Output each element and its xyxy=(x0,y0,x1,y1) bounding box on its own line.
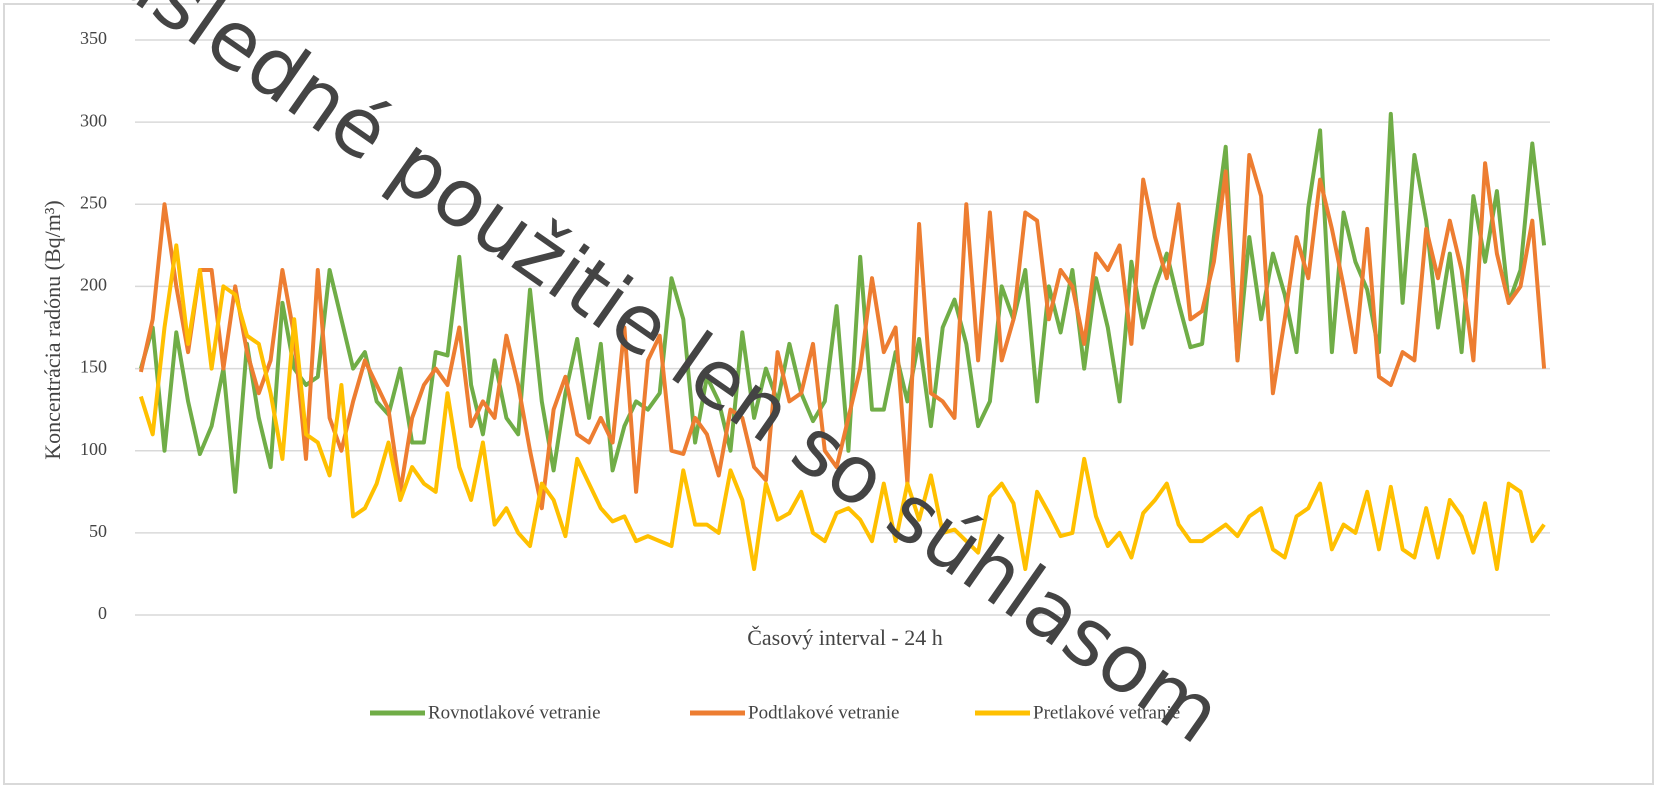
y-tick-label: 250 xyxy=(80,192,107,212)
legend-label: Pretlakové vetranie xyxy=(1033,702,1180,723)
y-tick-label: 300 xyxy=(80,110,107,130)
series-line xyxy=(138,153,1547,511)
y-tick-label: 100 xyxy=(80,439,107,459)
chart-frame xyxy=(3,3,1654,785)
y-axis-title: Koncentrácia radónu (Bq/m³) xyxy=(40,200,65,460)
y-tick-label: 0 xyxy=(98,603,107,623)
y-tick-label: 150 xyxy=(80,357,107,377)
y-tick-label: 200 xyxy=(80,275,107,295)
legend-label: Rovnotlakové vetranie xyxy=(428,702,601,723)
legend-label: Podtlakové vetranie xyxy=(748,702,899,723)
series-line xyxy=(138,243,1546,571)
series-line xyxy=(138,111,1547,494)
y-tick-label: 50 xyxy=(89,521,107,541)
y-tick-label: 350 xyxy=(80,28,107,48)
x-axis-title: Časový interval - 24 h xyxy=(747,625,943,650)
